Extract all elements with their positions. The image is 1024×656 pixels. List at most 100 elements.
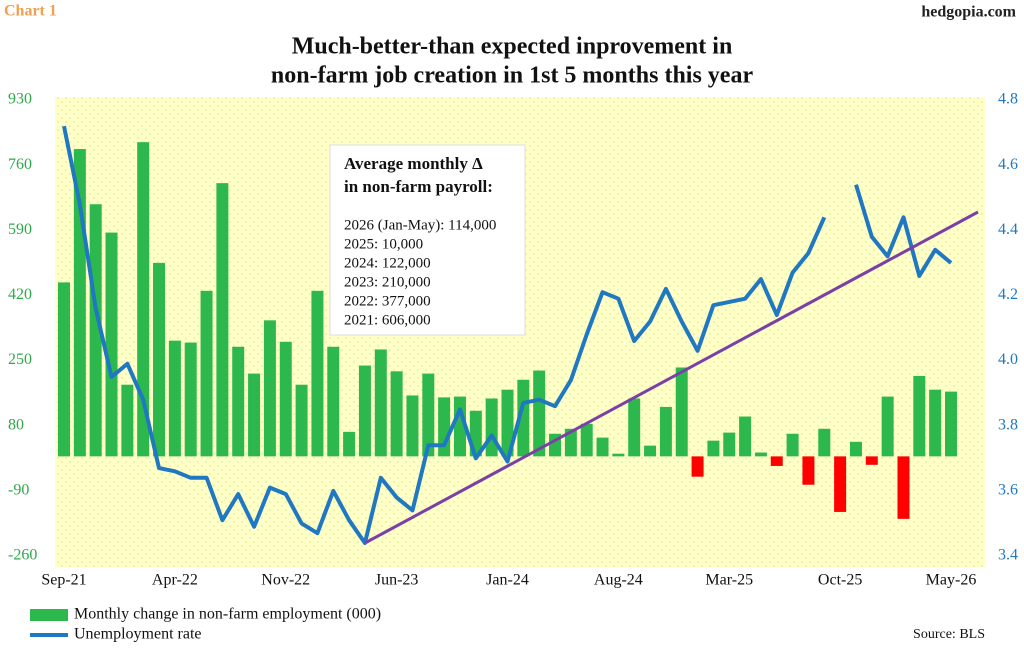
bar (945, 391, 957, 457)
x-tick-label: Sep-21 (41, 572, 86, 589)
bar (374, 349, 387, 457)
y-tick-label: -90 (8, 482, 29, 499)
bar (628, 398, 641, 457)
bar (913, 375, 926, 457)
bar (327, 346, 340, 457)
annotation-line: 2023: 210,000 (344, 274, 431, 290)
bar (184, 342, 197, 457)
y-tick-label: 590 (8, 221, 32, 238)
y2-tick-label: 3.4 (998, 547, 1018, 564)
bar (279, 341, 292, 457)
x-tick-label: Apr-22 (152, 572, 198, 589)
bar (786, 433, 799, 457)
bar (897, 456, 910, 519)
bar (691, 456, 704, 477)
y2-tick-label: 4.6 (998, 156, 1018, 173)
bar (232, 346, 245, 457)
chart-title: Much-better-than expected inprovement in (292, 34, 733, 60)
annotation-line: 2022: 377,000 (344, 293, 431, 309)
bar (105, 232, 118, 457)
bar (770, 456, 783, 466)
y-tick-label: 80 (8, 416, 24, 433)
bar (564, 428, 577, 457)
y-tick-label: 760 (8, 156, 32, 173)
trend-line (364, 210, 979, 545)
bar (485, 398, 498, 457)
bar (137, 142, 150, 457)
bar (501, 389, 514, 457)
annotation-line: 2024: 122,000 (344, 255, 431, 271)
bar (89, 204, 102, 457)
bar (390, 371, 403, 457)
bar (533, 370, 546, 457)
bar (580, 423, 593, 457)
y2-tick-label: 4.8 (998, 91, 1018, 108)
x-tick-label: Oct-25 (818, 572, 862, 589)
legend-label: Monthly change in non-farm employment (0… (74, 606, 381, 623)
y2-tick-label: 3.8 (998, 416, 1018, 433)
y2-tick-label: 4.0 (998, 351, 1018, 368)
annotation-line: 2026 (Jan-May): 114,000 (344, 217, 496, 233)
chart-label: Chart 1 (4, 3, 57, 20)
x-tick-label: Jun-23 (375, 572, 419, 589)
bar (596, 437, 609, 457)
x-tick-label: May-26 (926, 572, 977, 589)
annotation: Average monthly Δ in non-farm payroll: 202… (344, 154, 496, 329)
bar (659, 406, 672, 457)
bar (216, 183, 229, 457)
bar (200, 290, 213, 457)
bar (406, 395, 419, 457)
bar (849, 441, 862, 457)
annotation-line: 2025: 10,000 (344, 236, 423, 252)
y2-tick-label: 3.6 (998, 482, 1018, 499)
bar (168, 340, 181, 457)
y-tick-label: 420 (8, 286, 32, 303)
annotation-title: in non-farm payroll: (344, 177, 493, 196)
bar (343, 431, 356, 457)
bar (723, 432, 736, 457)
source: Source: BLS (913, 627, 985, 642)
bar (311, 290, 324, 457)
bar (754, 452, 767, 457)
bar (263, 320, 276, 457)
bar (865, 456, 878, 465)
y2-tick-label: 4.2 (998, 286, 1018, 303)
annotation-box (329, 144, 526, 336)
x-tick-label: Aug-24 (594, 572, 643, 589)
bar (58, 282, 70, 457)
legend-label: Unemployment rate (74, 626, 202, 643)
y-tick-label: 250 (8, 351, 32, 368)
y-tick-label: 930 (8, 91, 32, 108)
bar (818, 428, 831, 457)
annotation-line: 2021: 606,000 (344, 312, 431, 328)
bar (834, 456, 847, 512)
bar (802, 456, 815, 485)
bar (881, 396, 894, 457)
bar (438, 397, 451, 457)
bar (517, 379, 530, 457)
plot (58, 125, 957, 545)
line (62, 125, 953, 545)
bar (644, 445, 657, 457)
bar (153, 262, 166, 457)
bar (739, 416, 752, 457)
y2-tick-label: 4.4 (998, 221, 1018, 238)
bar (707, 440, 720, 457)
x-tick-label: Jan-24 (486, 572, 529, 589)
bar (358, 365, 371, 457)
annotation-title: Average monthly Δ (344, 154, 483, 173)
chart-title: non-farm job creation in 1st 5 months th… (271, 63, 754, 89)
x-tick-label: Mar-25 (705, 572, 753, 589)
x-tick-label: Nov-22 (261, 572, 310, 589)
bar (248, 373, 261, 457)
bar (295, 384, 308, 457)
bar (675, 367, 688, 457)
site: hedgopia.com (921, 4, 1016, 21)
y-tick-label: -260 (8, 547, 37, 564)
bar (612, 453, 625, 457)
legend-swatch (30, 609, 68, 621)
bar (121, 384, 134, 457)
bar (929, 389, 942, 457)
bar (422, 373, 435, 457)
